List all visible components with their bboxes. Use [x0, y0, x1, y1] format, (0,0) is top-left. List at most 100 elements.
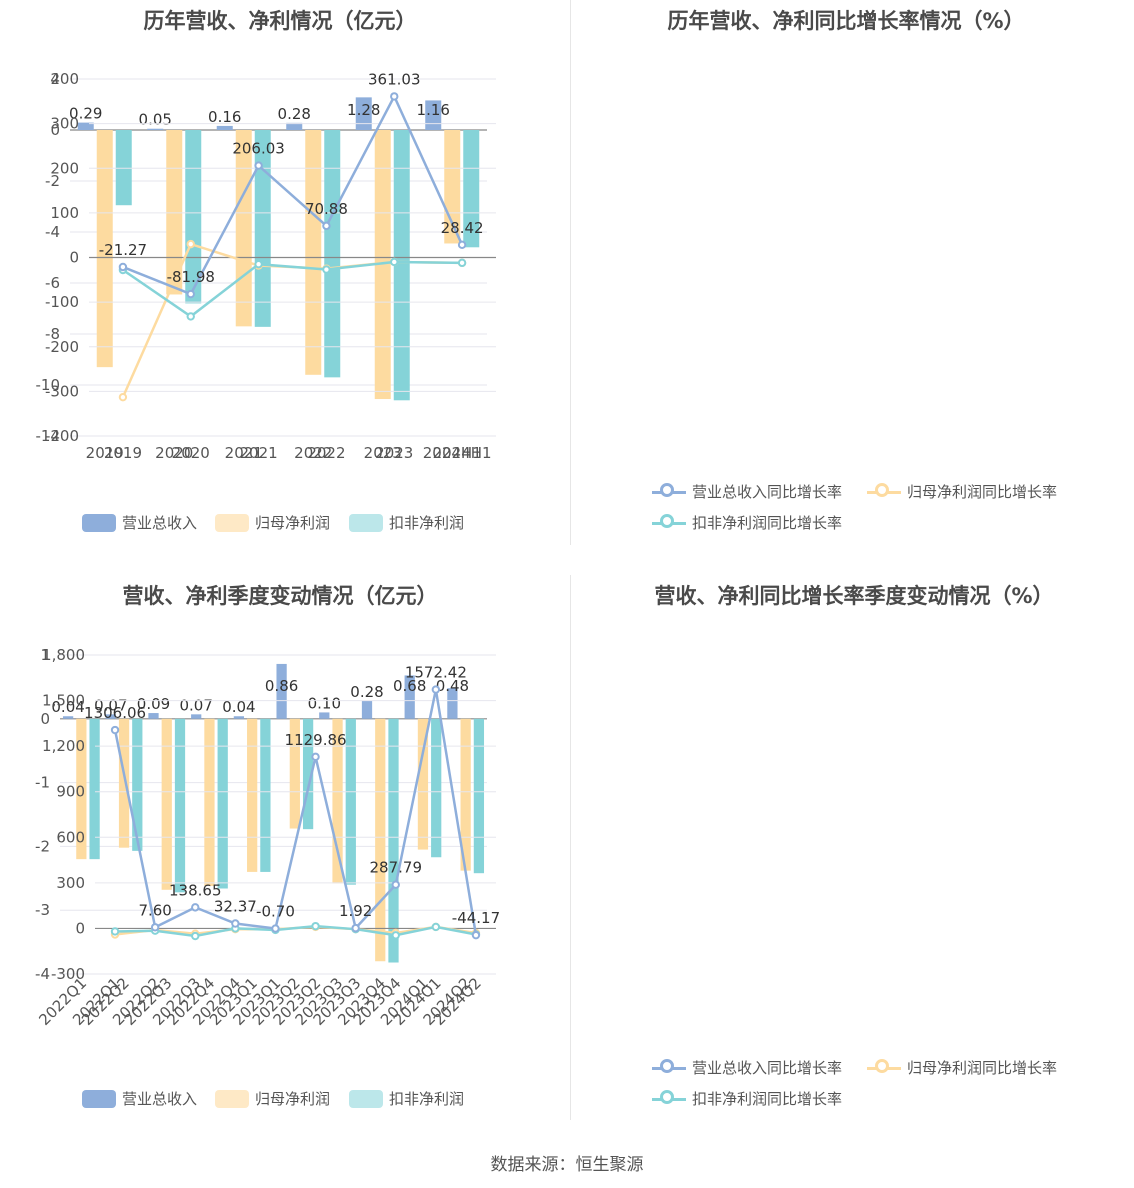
bar-revenue	[191, 714, 202, 719]
bar-revenue	[148, 713, 159, 719]
y-tick-label: -4	[45, 223, 60, 241]
data-label: 70.88	[305, 200, 348, 218]
legend-item[interactable]: 营业总收入	[82, 512, 197, 533]
bar-net-profit	[247, 718, 258, 872]
chart-title: 历年营收、净利情况（亿元）	[143, 9, 417, 33]
legend-swatch	[652, 1089, 686, 1108]
data-label: 0.09	[137, 695, 170, 713]
data-point	[110, 927, 120, 936]
annual-growth-rate-chart: 历年营收、净利同比增长率情况（%） 400 300 200 100 0 -100 -200-…	[45, 0, 1134, 545]
data-point	[322, 265, 331, 274]
legend-item[interactable]: 营业总收入	[82, 1088, 197, 1109]
legend-label: 归母净利润同比增长率	[907, 1059, 1058, 1077]
y-tick-label: 100	[50, 204, 79, 222]
bar-net-profit	[204, 718, 215, 886]
data-label: 1.28	[347, 101, 380, 119]
bar-net-profit	[375, 718, 386, 962]
legend-label: 扣非净利润	[389, 514, 465, 532]
legend-label: 营业总收入	[122, 1090, 198, 1108]
bar-revenue	[62, 716, 74, 719]
y-tick-label: -6	[45, 274, 60, 292]
annual-revenue-profit-chart: 历年营收、净利情况（亿元） 2 0 -2 -4 -6 -8 -10 -12 2019 2020 20…	[0, 0, 560, 545]
legend-label: 归母净利润	[255, 1090, 331, 1108]
data-point	[322, 221, 331, 231]
legend-swatch	[349, 513, 383, 532]
y-tick-label: -3	[35, 901, 50, 919]
bar-deducted-profit	[132, 718, 143, 851]
data-point	[431, 922, 441, 932]
data-point	[391, 931, 400, 940]
x-tick-label: 2023	[364, 444, 402, 462]
legend-swatch	[652, 482, 686, 501]
data-point	[118, 262, 128, 272]
bar-net-profit	[289, 718, 300, 829]
y-tick-label: 600	[56, 828, 85, 846]
bar-revenue	[147, 128, 164, 130]
legend-item[interactable]: 扣非净利润	[349, 1088, 464, 1109]
x-tick-label: 2022	[307, 444, 345, 462]
legend-label: 营业总收入同比增长率	[692, 1059, 843, 1077]
bar-net-profit	[305, 130, 322, 375]
y-tick-label: -2	[45, 172, 60, 190]
data-label: 0.29	[69, 105, 102, 123]
data-point	[351, 923, 360, 933]
chart-title: 历年营收、净利同比增长率情况（%）	[667, 9, 1025, 33]
bar-revenue	[361, 700, 373, 719]
y-tick-label: -300	[51, 965, 85, 983]
data-label: 287.79	[370, 859, 423, 877]
data-point	[186, 312, 195, 321]
bar-net-profit	[460, 718, 471, 871]
x-tick-label: 2022	[294, 444, 332, 462]
bar-net-profit	[332, 718, 343, 884]
legend-label: 营业总收入同比增长率	[692, 483, 843, 501]
data-point	[311, 752, 320, 761]
legend-item[interactable]: 扣非净利润同比增长率	[652, 1088, 842, 1109]
y-tick-label: -8	[45, 325, 60, 343]
y-tick-label: 0	[69, 249, 79, 267]
data-label: 7.60	[138, 901, 171, 919]
data-label: 1.16	[417, 101, 450, 119]
divider-bottom	[570, 575, 571, 1120]
data-point	[431, 685, 441, 694]
series-line-revenue-growth	[113, 689, 478, 936]
bar-revenue	[404, 675, 415, 719]
bar-deducted-profit	[324, 130, 341, 378]
chart-legend: 营业总收入 归母净利润 扣非净利润	[0, 0, 560, 545]
legend-item[interactable]: 归母净利润	[215, 512, 330, 533]
y-tick-label: -4	[35, 965, 50, 983]
bar-deducted-profit	[431, 718, 442, 858]
data-label: 138.65	[169, 881, 222, 899]
bar-revenue	[105, 714, 116, 719]
chart-legend: 营业总收入同比增长率 归母净利润同比增长率扣非净利润同比增长率	[574, 0, 1134, 545]
legend-item[interactable]: 归母净利润	[215, 1088, 330, 1109]
x-tick-label: 2021	[239, 444, 277, 462]
data-label: 0.28	[278, 105, 311, 123]
legend-swatch	[82, 1089, 116, 1108]
data-point	[191, 903, 200, 912]
legend-item[interactable]: 归母净利润同比增长率	[867, 481, 1057, 502]
bar-deducted-profit	[174, 718, 186, 893]
x-tick-label: 2021	[225, 444, 263, 462]
legend-label: 扣非净利润	[389, 1090, 465, 1108]
bar-deducted-profit	[463, 130, 480, 248]
bar-net-profit	[118, 718, 130, 848]
bar-deducted-profit	[345, 718, 356, 885]
legend-item[interactable]: 扣非净利润	[349, 512, 464, 533]
legend-item[interactable]: 营业总收入同比增长率	[652, 481, 842, 502]
data-label: 0.86	[265, 677, 298, 695]
data-label: 28.42	[441, 219, 484, 237]
data-label: 1306.06	[84, 704, 146, 722]
legend-swatch	[349, 1089, 383, 1108]
legend-swatch	[82, 513, 116, 532]
bar-deducted-profit	[89, 718, 100, 860]
y-tick-label: 1,800	[42, 646, 85, 664]
legend-item[interactable]: 归母净利润同比增长率	[867, 1057, 1057, 1078]
bar-revenue	[276, 663, 287, 719]
divider-top	[570, 0, 571, 545]
data-point	[390, 257, 399, 267]
legend-item[interactable]: 扣非净利润同比增长率	[652, 512, 842, 533]
y-tick-label: 1	[40, 646, 50, 664]
legend-item[interactable]: 营业总收入同比增长率	[652, 1057, 842, 1078]
data-label: 0.16	[208, 108, 241, 126]
y-tick-label: 0	[40, 710, 50, 728]
